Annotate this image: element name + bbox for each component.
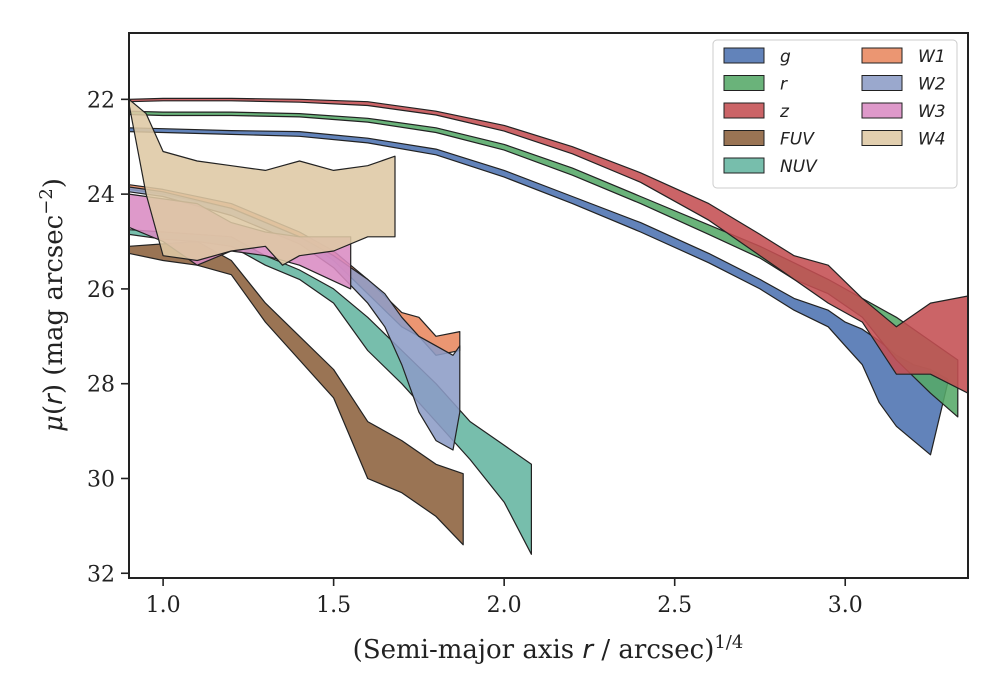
y-tick-label: 32 — [87, 562, 115, 587]
legend-label-g: g — [780, 47, 791, 67]
legend-label-r: r — [780, 75, 788, 95]
legend-label-w3: W3 — [918, 102, 946, 122]
legend-swatch-w1 — [861, 47, 903, 64]
legend-swatch-w2 — [861, 75, 903, 91]
x-tick-label: 2.5 — [657, 593, 692, 618]
x-tick-label: 1.0 — [146, 593, 181, 618]
y-tick-label: 22 — [87, 88, 115, 113]
x-axis-label: (Semi-major axis r / arcsec)1/4 — [353, 632, 744, 665]
x-tick-label: 2.0 — [487, 593, 522, 618]
y-tick-label: 30 — [87, 467, 115, 492]
x-tick-label: 3.0 — [828, 593, 863, 618]
y-tick-label: 24 — [87, 183, 115, 208]
legend-label-nuv: NUV — [780, 157, 818, 177]
legend-label-fuv: FUV — [780, 130, 815, 150]
legend-label-w1: W1 — [918, 47, 946, 67]
series-band-z — [129, 97, 968, 394]
legend: grz FUV NUV W1 W2 W3 W4 — [712, 39, 958, 189]
y-axis: 22 24 26 28 30 32 — [87, 88, 129, 587]
legend-swatch-fuv — [723, 130, 765, 146]
legend-swatch-z — [723, 102, 765, 119]
legend-swatch-g — [723, 47, 765, 64]
plot-frame — [128, 32, 969, 579]
y-tick-label: 26 — [87, 278, 115, 303]
legend-swatch-w3 — [861, 102, 903, 119]
x-tick-label: 1.5 — [316, 593, 351, 618]
legend-swatch-r — [723, 75, 765, 91]
legend-label-w4: W4 — [918, 130, 946, 150]
series-layer — [129, 97, 968, 555]
y-axis-label: μ(r) (mag arcsec−2) — [36, 178, 69, 432]
series-band-fuv — [129, 240, 464, 546]
legend-swatch-nuv — [723, 157, 765, 174]
legend-label-z: z — [779, 102, 790, 122]
series-band-w4 — [129, 98, 396, 266]
legend-label-w2: W2 — [918, 75, 946, 95]
legend-swatch-w4 — [861, 130, 903, 146]
x-axis: 1.0 1.5 2.0 2.5 3.0 — [146, 578, 863, 618]
y-tick-label: 28 — [87, 373, 115, 398]
